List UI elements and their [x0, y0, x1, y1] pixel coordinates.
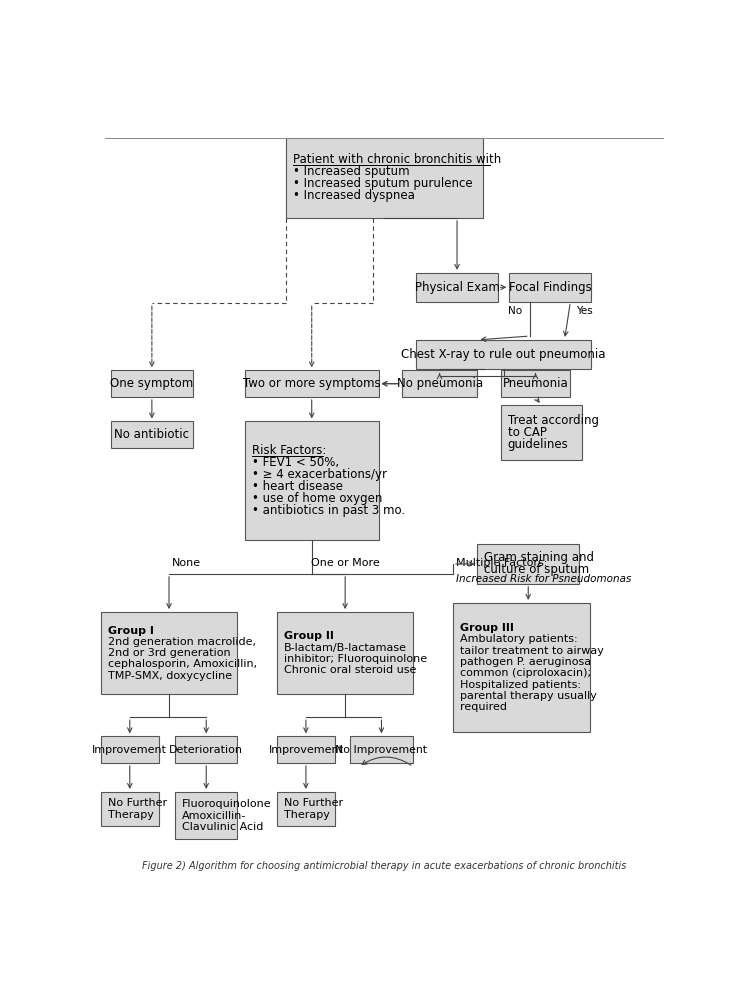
- Text: • heart disease: • heart disease: [252, 480, 343, 493]
- Text: Chronic oral steroid use: Chronic oral steroid use: [284, 665, 416, 675]
- FancyBboxPatch shape: [244, 422, 379, 540]
- Text: Chest X-ray to rule out pneumonia: Chest X-ray to rule out pneumonia: [401, 347, 606, 360]
- Text: No Further: No Further: [284, 798, 343, 809]
- Text: Group I: Group I: [108, 626, 154, 636]
- Text: Risk Factors:: Risk Factors:: [252, 444, 326, 457]
- Text: required: required: [460, 702, 507, 712]
- Text: cephalosporin, Amoxicillin,: cephalosporin, Amoxicillin,: [108, 659, 256, 669]
- Text: 2nd or 3rd generation: 2nd or 3rd generation: [108, 648, 230, 658]
- Text: Pneumonia: Pneumonia: [503, 377, 568, 390]
- Text: Therapy: Therapy: [284, 810, 330, 820]
- Text: Amoxicillin-: Amoxicillin-: [182, 811, 247, 821]
- Text: Group II: Group II: [284, 632, 334, 642]
- FancyBboxPatch shape: [350, 737, 413, 763]
- Text: tailor treatment to airway: tailor treatment to airway: [460, 645, 604, 655]
- Text: TMP-SMX, doxycycline: TMP-SMX, doxycycline: [108, 671, 232, 681]
- FancyBboxPatch shape: [277, 792, 335, 827]
- FancyBboxPatch shape: [175, 737, 237, 763]
- Text: Clavulinic Acid: Clavulinic Acid: [182, 822, 263, 832]
- Text: Gram staining and: Gram staining and: [484, 551, 594, 564]
- FancyBboxPatch shape: [100, 792, 159, 827]
- FancyBboxPatch shape: [477, 544, 579, 584]
- Text: Multiple Factors:: Multiple Factors:: [456, 557, 548, 568]
- FancyBboxPatch shape: [277, 612, 413, 694]
- Text: Figure 2) Algorithm for choosing antimicrobial therapy in acute exacerbations of: Figure 2) Algorithm for choosing antimic…: [142, 861, 626, 871]
- FancyBboxPatch shape: [100, 737, 159, 763]
- Text: No antibiotic: No antibiotic: [114, 429, 189, 442]
- FancyBboxPatch shape: [111, 370, 193, 397]
- Text: guidelines: guidelines: [508, 439, 568, 451]
- FancyBboxPatch shape: [402, 370, 477, 397]
- Text: No Further: No Further: [108, 798, 166, 809]
- Text: One symptom: One symptom: [110, 377, 194, 390]
- Text: • antibiotics in past 3 mo.: • antibiotics in past 3 mo.: [252, 504, 405, 517]
- Text: Therapy: Therapy: [108, 810, 154, 820]
- Text: No pneumonia: No pneumonia: [397, 377, 483, 390]
- FancyBboxPatch shape: [501, 406, 582, 460]
- Text: • Increased dyspnea: • Increased dyspnea: [292, 189, 415, 202]
- Text: • ≥ 4 exacerbations/yr: • ≥ 4 exacerbations/yr: [252, 468, 387, 481]
- Text: • use of home oxygen: • use of home oxygen: [252, 492, 382, 505]
- Text: Group III: Group III: [460, 623, 514, 634]
- Text: • Increased sputum purulence: • Increased sputum purulence: [292, 177, 472, 190]
- Text: Improvement: Improvement: [92, 744, 167, 754]
- Text: No Improvement: No Improvement: [335, 744, 427, 754]
- FancyBboxPatch shape: [277, 737, 335, 763]
- FancyBboxPatch shape: [416, 273, 498, 302]
- Text: 2nd generation macrolide,: 2nd generation macrolide,: [108, 637, 256, 646]
- Text: Increased Risk for Psneudomonas: Increased Risk for Psneudomonas: [456, 574, 632, 584]
- Text: Physical Exam: Physical Exam: [415, 281, 500, 294]
- FancyBboxPatch shape: [111, 422, 193, 448]
- Text: One or More: One or More: [310, 557, 380, 568]
- Text: • Increased sputum: • Increased sputum: [292, 165, 410, 178]
- Text: Focal Findings: Focal Findings: [509, 281, 592, 294]
- FancyBboxPatch shape: [416, 340, 591, 369]
- Text: Yes: Yes: [577, 306, 593, 316]
- FancyBboxPatch shape: [509, 273, 591, 302]
- Text: Fluoroquinolone: Fluoroquinolone: [182, 799, 272, 809]
- Text: Hospitalized patients:: Hospitalized patients:: [460, 679, 581, 690]
- Text: Treat according: Treat according: [508, 415, 598, 428]
- Text: Deterioration: Deterioration: [170, 744, 243, 754]
- Text: No: No: [508, 306, 522, 316]
- FancyBboxPatch shape: [100, 612, 237, 694]
- FancyBboxPatch shape: [286, 138, 483, 218]
- Text: Improvement: Improvement: [268, 744, 344, 754]
- Text: Patient with chronic bronchitis with: Patient with chronic bronchitis with: [292, 153, 501, 166]
- Text: culture of sputum: culture of sputum: [484, 563, 590, 576]
- FancyBboxPatch shape: [175, 792, 237, 840]
- Text: common (ciproloxacin);: common (ciproloxacin);: [460, 668, 591, 678]
- Text: pathogen P. aeruginosa: pathogen P. aeruginosa: [460, 657, 591, 667]
- Text: Ambulatory patients:: Ambulatory patients:: [460, 635, 578, 644]
- FancyBboxPatch shape: [501, 370, 570, 397]
- Text: inhibitor; Fluoroquinolone: inhibitor; Fluoroquinolone: [284, 653, 427, 664]
- Text: • FEV1 < 50%,: • FEV1 < 50%,: [252, 456, 339, 469]
- Text: None: None: [172, 557, 201, 568]
- Text: B-lactam/B-lactamase: B-lactam/B-lactamase: [284, 643, 406, 652]
- FancyBboxPatch shape: [453, 603, 590, 733]
- Text: Two or more symptoms: Two or more symptoms: [243, 377, 380, 390]
- Text: to CAP: to CAP: [508, 427, 547, 440]
- Text: parental therapy usually: parental therapy usually: [460, 691, 597, 701]
- FancyBboxPatch shape: [244, 370, 379, 397]
